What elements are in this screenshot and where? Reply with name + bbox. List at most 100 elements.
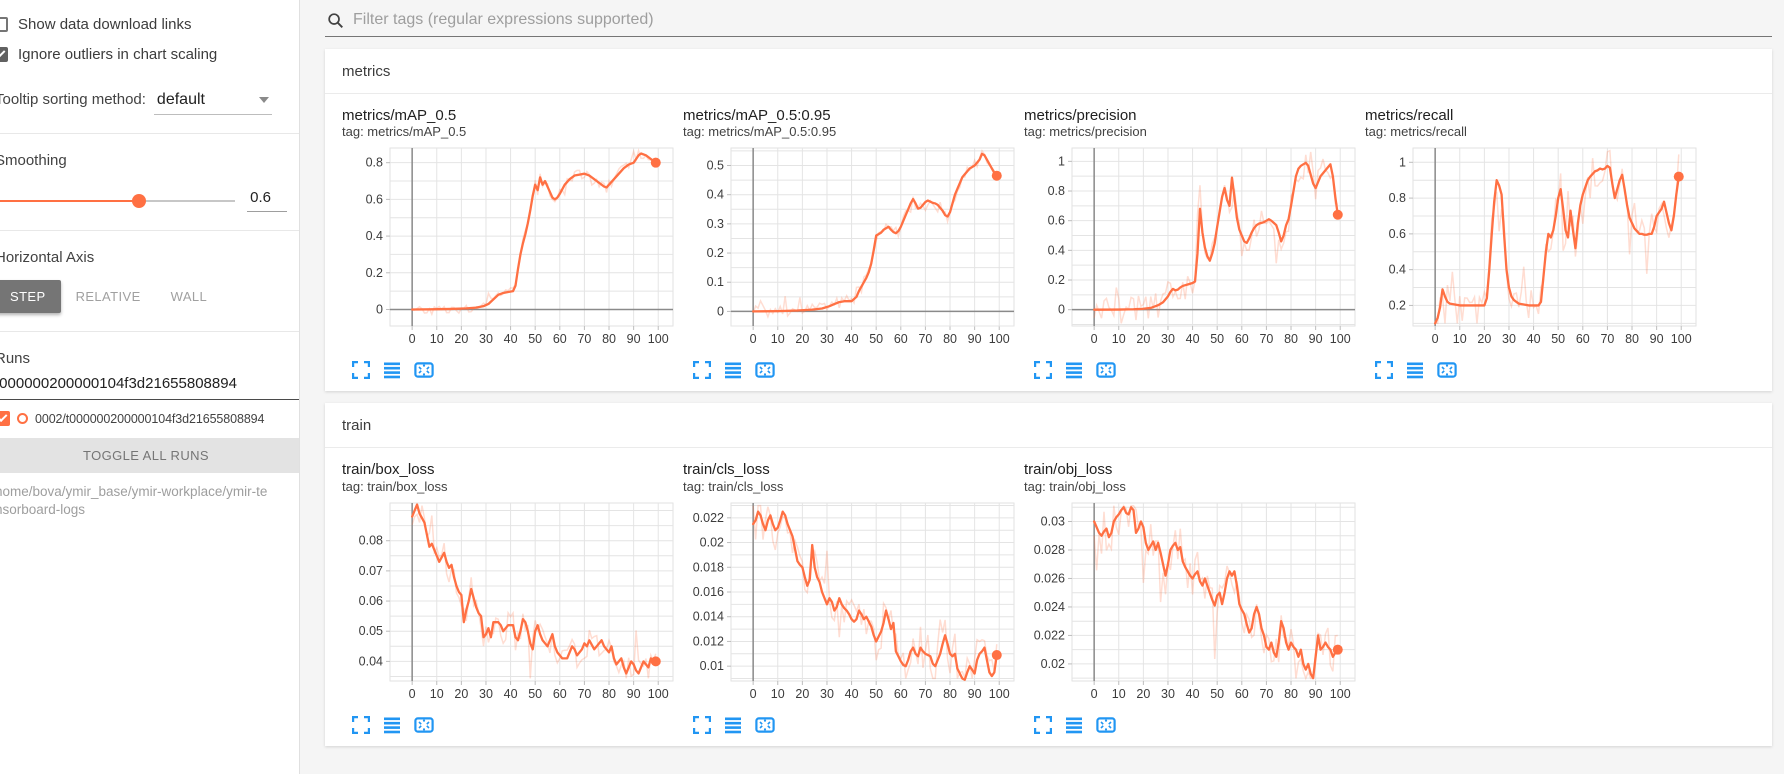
chart-title: train/obj_loss: [1024, 461, 1113, 479]
expand-chart-icon[interactable]: [1034, 715, 1052, 734]
svg-text:80: 80: [1284, 332, 1298, 346]
chart-title: metrics/mAP_0.5:0.95: [683, 107, 831, 124]
chart-toolbar: [683, 709, 1024, 734]
chart-tag: tag: train/obj_loss: [1024, 478, 1126, 494]
toggle-y-axis-icon[interactable]: [1065, 716, 1083, 734]
run-name: 0002/t000000200000104f3d21655808894: [35, 411, 265, 426]
chart-tag: tag: metrics/mAP_0.5:0.95: [683, 124, 837, 140]
expand-chart-icon[interactable]: [693, 715, 711, 734]
category-header-metrics[interactable]: metrics: [325, 49, 1772, 94]
svg-text:30: 30: [1161, 687, 1175, 701]
svg-text:90: 90: [1309, 332, 1323, 346]
svg-text:100: 100: [989, 687, 1010, 701]
chart-plot[interactable]: 00.20.40.60.810 10 20 30 40 50 60 70 80 90 100: [1024, 142, 1356, 354]
svg-text:50: 50: [528, 687, 542, 701]
axis-button-step[interactable]: STEP: [0, 280, 61, 313]
svg-text:50: 50: [1210, 332, 1224, 346]
toggle-all-runs-button[interactable]: TOGGLE ALL RUNS: [0, 438, 299, 473]
svg-text:0.8: 0.8: [1048, 184, 1065, 198]
toggle-y-axis-icon[interactable]: [1406, 361, 1424, 379]
svg-text:20: 20: [1136, 687, 1150, 701]
svg-text:60: 60: [553, 332, 567, 346]
toggle-y-axis-icon[interactable]: [724, 716, 742, 734]
fit-domain-icon[interactable]: [1096, 361, 1116, 379]
expand-chart-icon[interactable]: [693, 361, 711, 380]
fit-domain-icon[interactable]: [414, 361, 434, 379]
chart-card-train-box-loss: train/box_loss tag: train/box_loss 0.04 0.0…: [342, 461, 683, 734]
svg-text:0.012: 0.012: [693, 634, 724, 648]
settings-sidebar: Show data download links Ignore outliers…: [0, 0, 300, 774]
chart-title: metrics/recall: [1365, 107, 1454, 124]
axis-button-wall[interactable]: WALL: [170, 289, 208, 304]
chart-plot[interactable]: 0 0.1 0.2 0.3 0.4 0.5 0 10 20 30 40 50 60 70 80 90 100: [683, 142, 1015, 354]
svg-text:0.6: 0.6: [366, 193, 383, 207]
svg-text:10: 10: [1112, 687, 1126, 701]
runs-label: Runs: [0, 350, 31, 367]
svg-text:70: 70: [1600, 332, 1614, 346]
chart-plot[interactable]: 0.04 0.05 0.06 0.07 0.08 0 10 20 30 40 50 60 70 80 90 1…: [342, 497, 674, 709]
runs-filter-input[interactable]: [0, 367, 299, 400]
dropdown-caret-icon: [258, 97, 269, 103]
svg-text:60: 60: [1235, 332, 1249, 346]
divider: [0, 133, 299, 134]
chart-plot[interactable]: 0 0.2 0.4 0.6 0.8 0 10 20 30 40 50 60 70 80 90 100: [342, 142, 674, 354]
svg-text:40: 40: [845, 687, 859, 701]
svg-text:80: 80: [602, 332, 616, 346]
svg-text:0.016: 0.016: [693, 585, 724, 599]
svg-text:90: 90: [1650, 332, 1664, 346]
svg-text:0.5: 0.5: [707, 159, 724, 173]
smoothing-slider-fill: [0, 199, 140, 202]
svg-text:0: 0: [717, 305, 724, 319]
svg-text:90: 90: [627, 332, 641, 346]
smoothing-value[interactable]: 0.6: [247, 189, 287, 212]
svg-text:0.06: 0.06: [359, 594, 383, 608]
chart-plot[interactable]: 0.02 0.022 0.024 0.026 0.028 0.03 0 10 20 30 40 50 6…: [1024, 497, 1356, 709]
charts-row: train/box_loss tag: train/box_loss 0.04 0.0…: [325, 448, 1772, 745]
chart-plot[interactable]: 0.01 0.012 0.014 0.016 0.018 0.02 0.022 0 10 20 30…: [683, 497, 1015, 709]
expand-chart-icon[interactable]: [1034, 361, 1052, 380]
fit-domain-icon[interactable]: [1096, 716, 1116, 734]
chart-tag: tag: train/cls_loss: [683, 478, 784, 494]
chart-toolbar: [342, 709, 683, 734]
svg-text:0.8: 0.8: [366, 156, 383, 170]
search-icon: [328, 12, 343, 28]
axis-button-relative[interactable]: RELATIVE: [75, 289, 141, 304]
fit-domain-icon[interactable]: [1437, 361, 1457, 379]
chart-plot[interactable]: 0.20.40.60.810 10 20 30 40 50 60 70 80 90 100: [1365, 142, 1697, 354]
svg-text:0.4: 0.4: [1048, 244, 1065, 258]
svg-text:0.03: 0.03: [1041, 514, 1065, 528]
run-list-item[interactable]: 0002/t000000200000104f3d21655808894: [0, 400, 299, 426]
svg-text:0.6: 0.6: [1048, 214, 1065, 228]
run-checkbox[interactable]: [0, 411, 10, 426]
svg-text:0.022: 0.022: [693, 510, 724, 524]
smoothing-slider[interactable]: [0, 193, 236, 208]
toggle-y-axis-icon[interactable]: [383, 716, 401, 734]
smoothing-slider-handle[interactable]: [132, 193, 147, 208]
category-header-train[interactable]: train: [325, 403, 1772, 449]
svg-text:40: 40: [1186, 332, 1200, 346]
fit-domain-icon[interactable]: [414, 716, 434, 734]
run-color-swatch-icon[interactable]: [17, 413, 28, 424]
chart-toolbar: [1365, 354, 1706, 380]
tooltip-sorting-dropdown[interactable]: default: [153, 90, 272, 115]
chart-tag: tag: train/box_loss: [342, 478, 448, 494]
svg-text:0.024: 0.024: [1034, 599, 1065, 613]
toggle-y-axis-icon[interactable]: [1065, 361, 1083, 379]
fit-domain-icon[interactable]: [755, 361, 775, 379]
tag-filter-row: [325, 6, 1772, 37]
toggle-y-axis-icon[interactable]: [724, 361, 742, 379]
chart-tag: tag: metrics/recall: [1365, 124, 1467, 140]
expand-chart-icon[interactable]: [352, 361, 370, 380]
expand-chart-icon[interactable]: [1375, 361, 1393, 380]
fit-domain-icon[interactable]: [755, 716, 775, 734]
ignore-outliers-checkbox[interactable]: [0, 47, 8, 62]
check-icon: [0, 412, 8, 423]
svg-text:70: 70: [1259, 332, 1273, 346]
expand-chart-icon[interactable]: [352, 715, 370, 734]
tag-filter-input[interactable]: [353, 11, 1770, 29]
show-download-links-checkbox[interactable]: [0, 17, 8, 32]
svg-text:10: 10: [771, 687, 785, 701]
toggle-y-axis-icon[interactable]: [383, 361, 401, 379]
svg-text:0.3: 0.3: [707, 217, 724, 231]
